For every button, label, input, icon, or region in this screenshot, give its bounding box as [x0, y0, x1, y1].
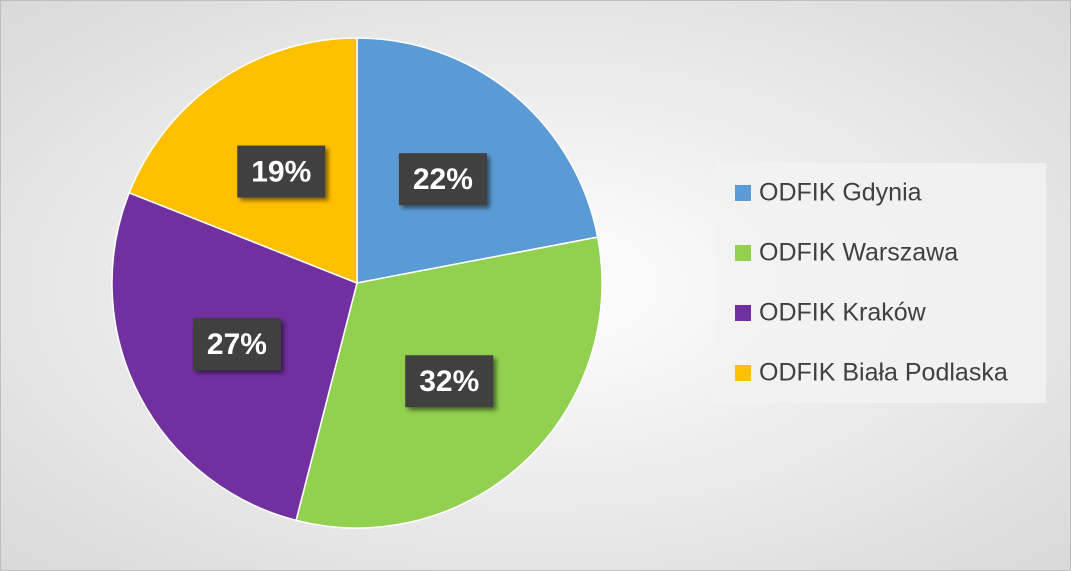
legend: ODFIK Gdynia ODFIK Warszawa ODFIK Kraków OD…	[735, 179, 1008, 387]
legend-swatch	[735, 185, 751, 201]
legend-box	[716, 163, 1046, 403]
data-label: 19%	[251, 155, 311, 188]
data-label: 27%	[207, 328, 267, 361]
legend-swatch	[735, 305, 751, 321]
legend-label: ODFIK Biała Podlaska	[759, 359, 1008, 387]
legend-label: ODFIK Warszawa	[759, 239, 958, 267]
data-label-box	[405, 355, 494, 408]
legend-label: ODFIK Gdynia	[759, 179, 922, 207]
legend-label: ODFIK Kraków	[759, 299, 927, 327]
legend-swatch	[735, 365, 751, 381]
data-label-box	[237, 145, 326, 198]
legend-swatch	[735, 245, 751, 261]
pie: 22% 32% 27% 19%	[111, 37, 603, 529]
data-label: 22%	[413, 163, 473, 196]
data-label-box	[398, 153, 487, 206]
data-label-box	[192, 318, 281, 371]
data-label: 32%	[419, 365, 479, 398]
